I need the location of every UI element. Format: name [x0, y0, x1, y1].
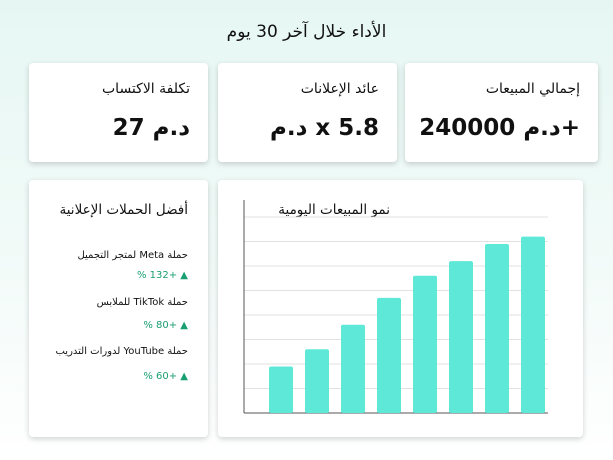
bar: [269, 366, 293, 413]
kpi-label: عائد الإعلانات: [300, 81, 379, 97]
bar: [449, 261, 473, 413]
campaign-change: % 132+ ▲: [137, 270, 188, 281]
campaigns-card: أفضل الحملات الإعلانية حملة Meta لمتجر ا…: [29, 180, 208, 437]
bar: [341, 324, 365, 413]
campaign-change-text: % 60+: [143, 371, 178, 382]
bar: [305, 349, 329, 413]
bar: [413, 275, 437, 413]
campaign-change: % 80+ ▲: [143, 320, 188, 331]
up-icon: ▲: [180, 371, 188, 382]
kpi-value: د.م 27: [112, 115, 190, 141]
bar: [521, 236, 545, 413]
kpi-card: إجمالي المبيعات د.م 240000+: [405, 63, 598, 162]
campaign-change-text: % 132+: [136, 270, 178, 281]
kpi-label: تكلفة الاكتساب: [102, 81, 190, 97]
campaign-change-text: % 80+: [143, 320, 178, 331]
up-icon: ▲: [180, 270, 188, 281]
chart-title: نمو المبيعات اليومية: [278, 202, 390, 218]
up-icon: ▲: [180, 320, 188, 331]
kpi-card: تكلفة الاكتساب د.م 27: [29, 63, 208, 162]
campaign-name: حملة Meta لمتجر التجميل: [77, 250, 188, 261]
kpi-card: عائد الإعلانات د.م x 5.8: [218, 63, 397, 162]
kpi-value: د.م 240000+: [419, 115, 580, 141]
kpi-label: إجمالي المبيعات: [485, 81, 580, 97]
bar: [377, 297, 401, 413]
bar: [485, 243, 509, 413]
campaign-change: % 60+ ▲: [143, 371, 188, 382]
campaign-name: حملة TikTok للملابس: [96, 297, 188, 308]
chart-card: نمو المبيعات اليومية: [218, 180, 583, 437]
chart: [243, 200, 548, 414]
kpi-value: د.م x 5.8: [269, 115, 379, 141]
section-title: أفضل الحملات الإعلانية: [59, 202, 189, 218]
page-title: الأداء خلال آخر 30 يوم: [226, 22, 387, 42]
campaign-name: حملة YouTube لدورات التدريب: [55, 346, 188, 357]
